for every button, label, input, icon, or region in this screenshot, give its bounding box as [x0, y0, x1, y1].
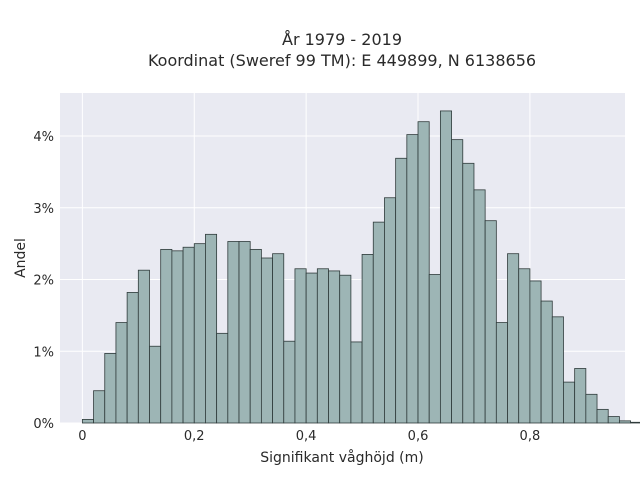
- x-tick-label: 0,8: [520, 429, 541, 444]
- histogram-bar: [283, 340, 296, 424]
- histogram-bar: [518, 268, 531, 424]
- chart-title: År 1979 - 2019: [282, 30, 402, 49]
- histogram-bar: [529, 280, 542, 424]
- histogram-bar: [630, 421, 640, 424]
- histogram-bar: [104, 353, 117, 424]
- histogram-bar: [193, 243, 206, 424]
- histogram-bar: [384, 197, 397, 424]
- y-tick-label: 1%: [33, 345, 54, 360]
- histogram-bar: [406, 134, 419, 424]
- histogram-bar: [115, 322, 128, 424]
- histogram-bar: [249, 248, 262, 424]
- histogram-bar: [227, 241, 240, 424]
- x-tick-label: 0,2: [184, 429, 205, 444]
- histogram-bar: [137, 269, 150, 424]
- histogram-bar: [316, 268, 329, 424]
- histogram-bar: [428, 274, 441, 424]
- histogram-bar: [328, 270, 341, 424]
- histogram-bar: [272, 253, 285, 424]
- histogram-bar: [216, 332, 229, 424]
- histogram-bar: [126, 292, 139, 424]
- histogram-bar: [149, 345, 162, 424]
- histogram-bar: [507, 253, 520, 424]
- histogram-bar: [339, 274, 352, 424]
- x-axis-label: Signifikant våghöjd (m): [260, 449, 423, 466]
- y-tick-label: 2%: [33, 274, 54, 289]
- histogram-bar: [171, 250, 184, 424]
- histogram-bar: [585, 393, 598, 424]
- histogram-bar: [607, 416, 620, 424]
- histogram-bar: [81, 419, 94, 424]
- histogram-bar: [182, 246, 195, 424]
- histogram-bar: [563, 381, 576, 424]
- histogram-bar: [540, 300, 553, 424]
- histogram-bar: [596, 408, 609, 424]
- histogram-bar: [417, 121, 430, 424]
- x-tick-label: 0: [78, 429, 86, 444]
- histogram-bar: [372, 221, 385, 424]
- histogram-bar: [495, 322, 508, 424]
- y-tick-label: 4%: [33, 130, 54, 145]
- histogram-bar: [238, 241, 251, 424]
- histogram-bar: [160, 248, 173, 424]
- y-tick-label: 0%: [33, 417, 54, 432]
- histogram-bar: [294, 268, 307, 424]
- histogram-bar: [93, 390, 106, 424]
- histogram-bar: [451, 139, 464, 424]
- histogram-bar: [473, 189, 486, 424]
- histogram-bar: [574, 368, 587, 424]
- histogram-bars: [81, 110, 640, 424]
- histogram-bar: [260, 257, 273, 424]
- histogram-bar: [484, 220, 497, 424]
- histogram-bar: [395, 157, 408, 424]
- y-axis-label: Andel: [13, 238, 29, 278]
- axis-ticks: 0 0,2 0,4 0,6 0,8 0% 1% 2% 3% 4%: [33, 130, 540, 444]
- histogram-bar: [361, 254, 374, 424]
- histogram-bar: [305, 272, 318, 424]
- histogram-bar: [619, 420, 631, 424]
- histogram-bar: [205, 233, 218, 424]
- histogram-bar: [439, 110, 452, 424]
- histogram-bar: [350, 341, 363, 424]
- x-tick-label: 0,4: [296, 429, 317, 444]
- histogram-bar: [551, 316, 564, 424]
- x-tick-label: 0,6: [408, 429, 429, 444]
- chart-subtitle: Koordinat (Sweref 99 TM): E 449899, N 61…: [148, 51, 536, 70]
- y-tick-label: 3%: [33, 202, 54, 217]
- histogram-bar: [462, 162, 475, 424]
